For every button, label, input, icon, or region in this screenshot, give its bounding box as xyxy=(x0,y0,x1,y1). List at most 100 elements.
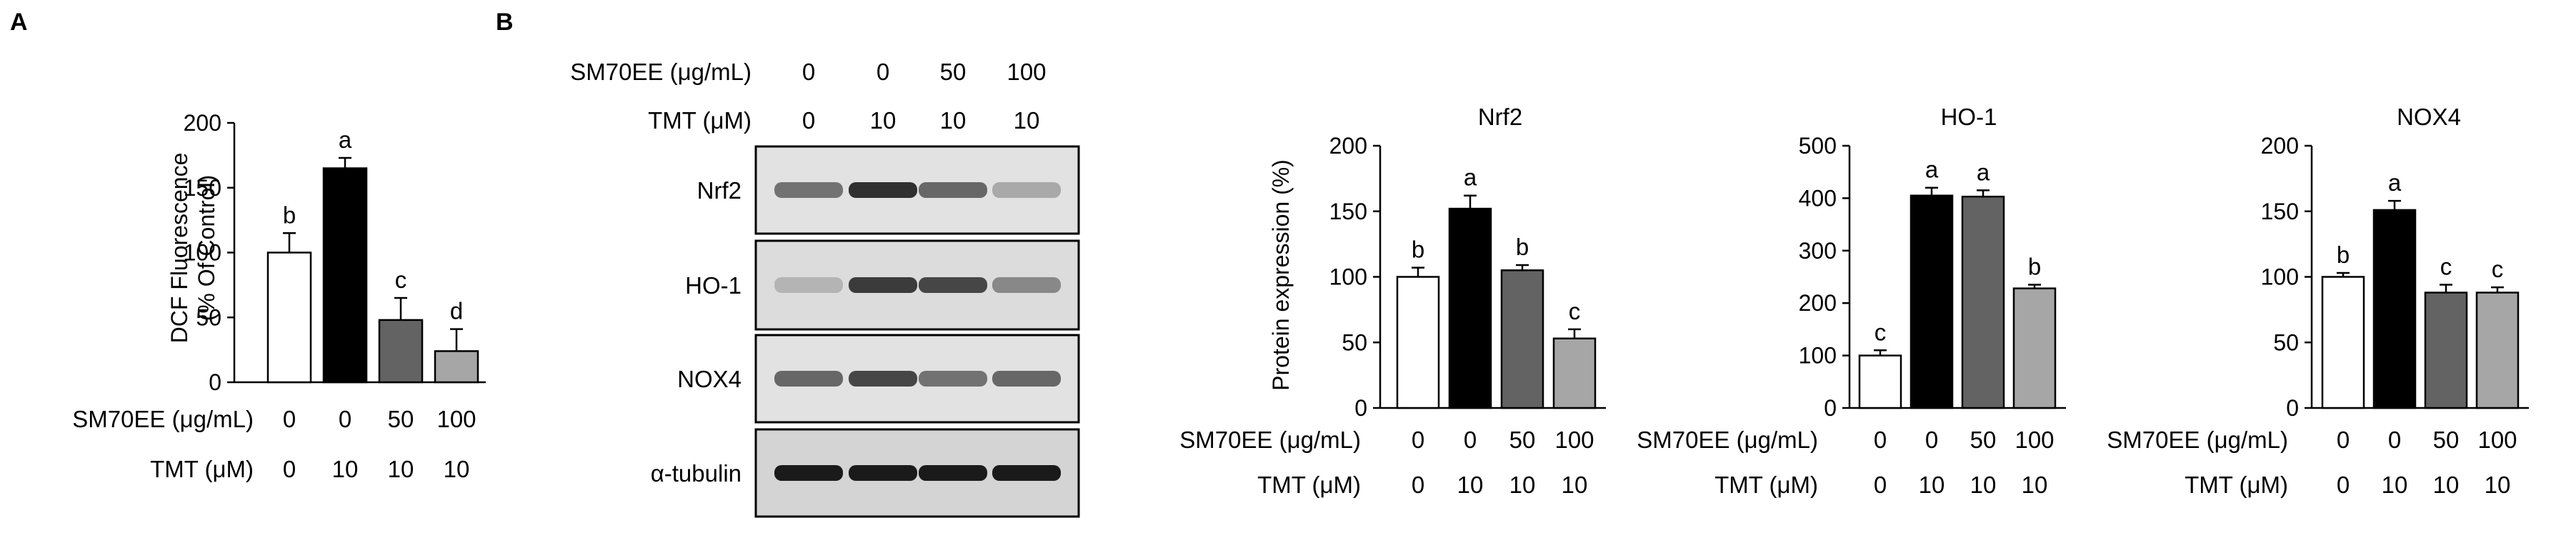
x-sm70ee-value: 100 xyxy=(1554,427,1594,453)
y-tick-label: 150 xyxy=(2261,199,2299,224)
chart-a-ylabel-line2: (% Of Control) xyxy=(194,175,219,321)
y-tick-label: 0 xyxy=(1354,395,1367,421)
x-sm70ee-value: 0 xyxy=(1925,427,1938,453)
significance-letter: a xyxy=(1925,156,1939,183)
y-tick-label: 0 xyxy=(2286,395,2299,421)
y-tick-label: 200 xyxy=(1799,290,1837,316)
wb-band xyxy=(774,277,843,293)
x-sm70ee-value: 50 xyxy=(388,406,414,432)
y-tick-label: 100 xyxy=(2261,264,2299,290)
y-tick-label: 200 xyxy=(1329,133,1367,159)
chart-a-sm70ee-label: SM70EE (μg/mL) xyxy=(72,406,254,432)
chart-nox4-title: NOX4 xyxy=(2397,104,2461,130)
wb-tmt-value: 0 xyxy=(802,107,815,134)
significance-letter: d xyxy=(450,298,463,324)
x-tmt-value: 0 xyxy=(1874,472,1887,498)
y-tick-label: 150 xyxy=(1329,199,1367,224)
x-sm70ee-value: 50 xyxy=(2433,427,2460,453)
wb-band xyxy=(992,182,1061,198)
x-sm70ee-value: 0 xyxy=(1464,427,1477,453)
chart-ho1-plot: 0 100 200 300 400 500 c 0 0 a 0 10 a 50 10 b 100 10 xyxy=(1799,133,2066,498)
x-tmt-value: 10 xyxy=(2382,472,2408,498)
wb-band xyxy=(849,182,917,198)
x-tmt-value: 10 xyxy=(2485,472,2511,498)
x-sm70ee-value: 0 xyxy=(1874,427,1887,453)
bar xyxy=(1961,195,2005,409)
significance-letter: b xyxy=(2028,254,2041,280)
bar xyxy=(1396,276,1440,409)
wb-protein-label: Nrf2 xyxy=(697,177,742,204)
bar xyxy=(1500,269,1544,409)
x-sm70ee-value: 100 xyxy=(2477,427,2517,453)
significance-letter: c xyxy=(395,266,407,293)
bar xyxy=(378,319,424,384)
panel-label-a: A xyxy=(10,9,28,36)
wb-tmt-value: 10 xyxy=(870,107,897,134)
wb-band xyxy=(849,277,917,293)
wb-band xyxy=(849,465,917,481)
y-tick-label: 0 xyxy=(209,369,221,395)
y-tick-label: 50 xyxy=(196,304,221,330)
panel-label-b: B xyxy=(496,9,514,36)
chart-nox4: NOX4 0 50 100 150 200 b 0 0 a 0 10 c 50 10 c 100 10 SM70… xyxy=(2107,104,2529,498)
x-sm70ee-value: 0 xyxy=(339,406,351,432)
y-tick-label: 50 xyxy=(1342,329,1367,355)
x-sm70ee-value: 0 xyxy=(2388,427,2401,453)
y-tick-label: 100 xyxy=(1799,343,1837,369)
wb-tmt-value: 10 xyxy=(1014,107,1040,134)
wb-band xyxy=(774,465,843,481)
x-tmt-value: 10 xyxy=(388,456,414,482)
x-sm70ee-value: 100 xyxy=(436,406,476,432)
wb-band xyxy=(992,371,1061,387)
bar xyxy=(266,251,312,384)
bar xyxy=(1909,194,1954,409)
wb-sm70ee-value: 0 xyxy=(802,59,815,85)
chart-ho1-tmt-label: TMT (μM) xyxy=(1714,472,1818,498)
chart-a-plot: 0 50 100 150 200 b 0 0 a 0 10 c 50 10 d 100 10 xyxy=(184,110,486,482)
x-tmt-value: 10 xyxy=(444,456,470,482)
chart-a-ylabel-line1: DCF Fluorescence xyxy=(166,153,192,344)
chart-nox4-plot: 0 50 100 150 200 b 0 0 a 0 10 c 50 10 c 100 10 xyxy=(2261,133,2529,498)
significance-letter: c xyxy=(2492,256,2504,282)
wb-band xyxy=(919,371,987,387)
y-tick-label: 150 xyxy=(184,175,221,201)
bar xyxy=(1858,354,1902,409)
chart-nrf2-sm70ee-label: SM70EE (μg/mL) xyxy=(1179,427,1361,453)
wb-protein-label: HO-1 xyxy=(685,272,742,299)
x-tmt-value: 10 xyxy=(2433,472,2460,498)
wb-sm70ee-value: 100 xyxy=(1007,59,1046,85)
wb-band xyxy=(919,277,987,293)
wb-band xyxy=(992,465,1061,481)
x-sm70ee-value: 0 xyxy=(1412,427,1424,453)
chart-nrf2-ylabel: Protein expression (%) xyxy=(1268,159,1294,391)
significance-letter: c xyxy=(1874,319,1887,345)
x-tmt-value: 0 xyxy=(1412,472,1424,498)
x-sm70ee-value: 0 xyxy=(2337,427,2350,453)
significance-letter: a xyxy=(1464,164,1477,191)
bar xyxy=(434,350,479,384)
western-blot-images: 0 0 50 100 0 10 10 10 Nrf2 HO-1 NOX4 α-tubulin xyxy=(651,59,1080,518)
wb-band xyxy=(992,277,1061,293)
x-tmt-value: 10 xyxy=(1970,472,1997,498)
chart-nrf2-tmt-label: TMT (μM) xyxy=(1257,472,1361,498)
x-tmt-value: 10 xyxy=(332,456,359,482)
x-tmt-value: 10 xyxy=(1919,472,1945,498)
significance-letter: c xyxy=(1569,298,1581,324)
y-tick-label: 200 xyxy=(2261,133,2299,159)
y-tick-label: 300 xyxy=(1799,238,1837,264)
x-tmt-value: 0 xyxy=(283,456,296,482)
bar xyxy=(2475,292,2520,409)
bar xyxy=(1552,337,1597,409)
chart-ho1: HO-1 0100200300400500c00a010a5010b10010 … xyxy=(1637,104,2066,498)
y-tick-label: 100 xyxy=(184,240,221,266)
x-tmt-value: 10 xyxy=(1509,472,1536,498)
western-blot-panel: SM70EE (μg/mL) TMT (μM) 0 0 50 100 0 10 10 10 Nr… xyxy=(570,59,1080,518)
bar xyxy=(322,167,368,384)
chart-nrf2-title: Nrf2 xyxy=(1478,104,1522,130)
wb-band xyxy=(849,371,917,387)
significance-letter: b xyxy=(1412,236,1424,263)
bar xyxy=(2321,276,2365,409)
significance-letter: a xyxy=(1977,159,1990,185)
x-tmt-value: 10 xyxy=(1562,472,1588,498)
